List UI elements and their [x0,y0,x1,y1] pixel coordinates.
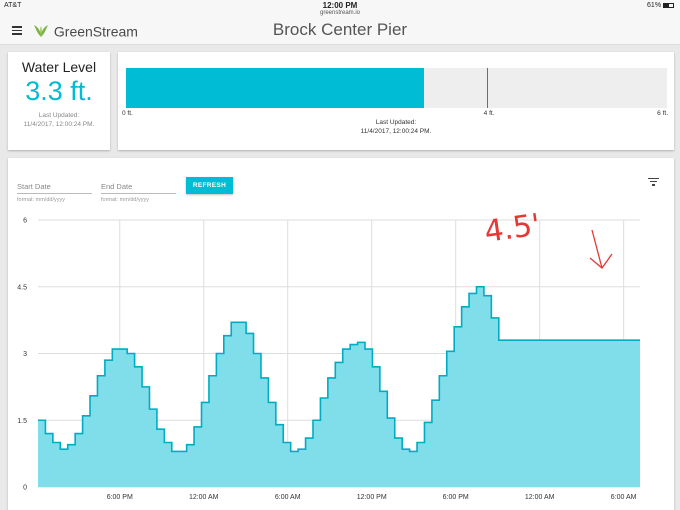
x-tick-label: 12:00 PM [357,494,387,501]
level-gauge-track [126,68,667,108]
end-date-field: format: mm/dd/yyyy [101,176,176,203]
filter-icon[interactable] [648,178,659,186]
start-date-input[interactable] [17,181,92,194]
gauge-tick-marker: 4 ft. [483,110,495,117]
x-tick-label: 6:00 AM [275,494,301,501]
clock-label: 12:00 PM [322,1,358,10]
y-tick-label: 0 [23,485,27,492]
gauge-tick-min: 0 ft. [122,110,133,117]
carrier-label: AT&T [4,2,22,9]
x-tick-label: 12:00 AM [189,494,219,501]
end-date-input[interactable] [101,181,176,194]
start-date-hint: format: mm/dd/yyyy [17,197,65,203]
battery-indicator: 61% [647,2,674,9]
x-tick-label: 6:00 PM [443,494,469,501]
annotation-arrow [589,229,613,269]
battery-icon [663,2,674,8]
x-tick-label: 6:00 AM [611,494,637,501]
water-level-updated: Last Updated: 11/4/2017, 12:00:24 PM. [8,111,110,129]
y-tick-label: 1.5 [17,418,27,425]
x-tick-label: 12:00 AM [525,494,555,501]
url-label[interactable]: greenstream.io [319,10,361,16]
history-chart-card: 0 1.5 3 4.5 6 6:00 PM 12:00 AM 6:00 AM 12:00 PM 6… [8,158,674,510]
x-tick-label: 6:00 PM [107,494,133,501]
y-tick-label: 6 [23,218,27,225]
gauge-updated-time: 11/4/2017, 12:00:24 PM. [360,128,432,135]
gauge-tick-max: 6 ft. [657,110,668,117]
water-level-card: Water Level 3.3 ft. Last Updated: 11/4/2… [8,52,110,150]
logo-text: GreenStream [53,23,138,40]
y-tick-label: 3 [23,351,27,358]
leaf-icon [34,25,48,38]
water-level-area [38,286,640,487]
end-date-hint: format: mm/dd/yyyy [101,197,149,203]
battery-percent: 61% [647,2,662,9]
water-level-line [38,285,640,453]
water-level-chart: 0 1.5 3 4.5 6 6:00 PM 12:00 AM 6:00 AM 12:00 PM 6… [17,207,640,501]
y-tick-label: 4.5 [17,284,27,291]
updated-label: Last Updated: [38,112,80,119]
handwritten-annotation: 4.5' [482,207,542,249]
level-gauge-fill [126,68,424,108]
water-level-value: 3.3 ft. [25,76,93,106]
level-gauge-card: 0 ft. 4 ft. 6 ft. Last Updated: 11/4/201… [118,52,674,150]
water-level-title: Water Level [21,59,97,75]
gauge-updated-label: Last Updated: [375,119,417,126]
level-gauge-marker [486,68,488,108]
start-date-field: format: mm/dd/yyyy [17,176,92,203]
gauge-updated: Last Updated: 11/4/2017, 12:00:24 PM. [118,118,674,136]
app-bar: GreenStream Brock Center Pier [0,17,680,45]
hamburger-menu-icon[interactable] [12,26,22,35]
refresh-button[interactable]: REFRESH [186,177,233,194]
ios-status-bar: AT&T 12:00 PM greenstream.io 61% [0,0,680,17]
greenstream-logo[interactable]: GreenStream [32,22,138,39]
page-title: Brock Center Pier [272,20,408,39]
updated-time: 11/4/2017, 12:00:24 PM. [23,121,95,128]
